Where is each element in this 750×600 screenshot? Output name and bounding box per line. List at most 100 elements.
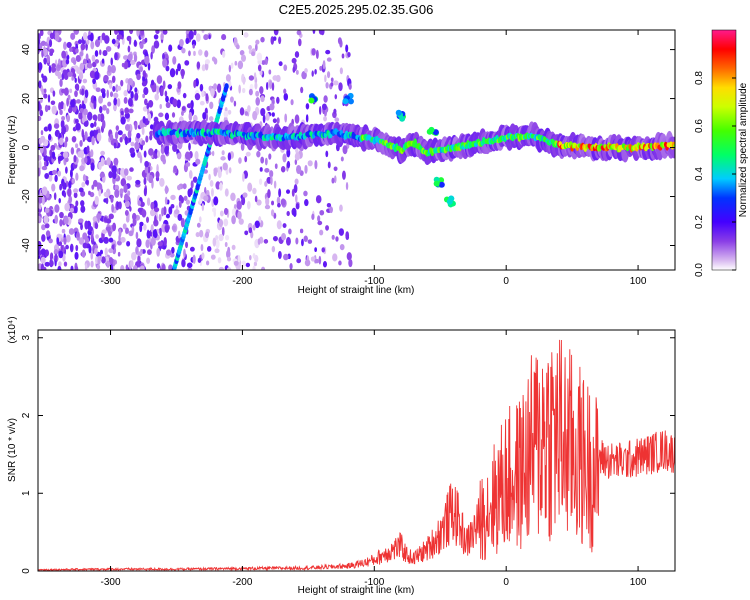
noise-blob xyxy=(218,233,224,242)
noise-blob xyxy=(76,231,80,238)
noise-blob xyxy=(185,37,190,45)
noise-blob xyxy=(74,251,79,260)
noise-blob xyxy=(181,47,186,54)
noise-blob xyxy=(43,57,47,65)
noise-blob xyxy=(213,57,218,65)
noise-blob xyxy=(318,255,322,265)
spectrogram-y-tick-label: 40 xyxy=(21,44,32,56)
noise-blob xyxy=(69,88,73,94)
noise-blob xyxy=(177,213,183,221)
noise-blob xyxy=(163,206,167,216)
noise-blob xyxy=(164,145,169,155)
noise-blob xyxy=(317,215,321,222)
noise-blob xyxy=(224,188,229,197)
noise-blob xyxy=(234,60,238,66)
noise-blob xyxy=(339,204,343,212)
noise-blob xyxy=(50,65,56,73)
noise-blob xyxy=(204,231,210,239)
noise-blob xyxy=(155,30,160,35)
noise-blob xyxy=(228,80,232,88)
spectrogram-y-tick-label: -40 xyxy=(21,238,32,253)
isolated-blob xyxy=(308,97,315,104)
noise-blob xyxy=(324,74,327,83)
noise-blob xyxy=(248,227,253,234)
noise-blob xyxy=(76,67,82,74)
noise-blob xyxy=(201,30,205,33)
noise-blob xyxy=(168,264,173,270)
noise-blob xyxy=(74,265,79,270)
noise-blob xyxy=(270,176,273,186)
noise-blob xyxy=(127,97,133,107)
noise-blob xyxy=(255,39,260,45)
noise-blob xyxy=(227,109,232,115)
noise-blob xyxy=(225,74,231,82)
noise-blob xyxy=(202,112,207,120)
noise-blob xyxy=(254,220,260,229)
noise-blob xyxy=(223,218,229,227)
noise-blob xyxy=(172,98,178,108)
noise-blob xyxy=(189,246,195,252)
noise-blob xyxy=(139,66,144,73)
noise-blob xyxy=(82,174,86,182)
noise-blob xyxy=(314,159,318,170)
noise-blob xyxy=(258,178,263,185)
noise-blob xyxy=(269,80,273,90)
noise-blob xyxy=(38,61,43,71)
noise-blob xyxy=(136,30,140,37)
noise-blob xyxy=(86,136,93,143)
noise-blob xyxy=(334,117,340,122)
noise-blob xyxy=(91,135,95,146)
noise-blob xyxy=(53,248,59,256)
noise-blob xyxy=(112,222,117,232)
noise-blob xyxy=(348,258,353,268)
noise-blob xyxy=(94,248,98,255)
noise-blob xyxy=(226,267,232,270)
noise-blob xyxy=(230,62,234,69)
noise-blob xyxy=(235,44,240,50)
noise-blob xyxy=(79,165,85,172)
noise-blob xyxy=(277,250,282,260)
noise-blob xyxy=(149,209,156,217)
noise-blob xyxy=(43,126,49,132)
noise-blob xyxy=(114,30,119,35)
noise-blob xyxy=(119,136,123,143)
noise-blob xyxy=(177,81,182,90)
noise-blob xyxy=(181,110,184,116)
noise-blob xyxy=(196,222,201,228)
noise-blob xyxy=(321,247,326,253)
noise-blob xyxy=(94,39,101,48)
noise-blob xyxy=(254,82,258,90)
noise-blob xyxy=(100,150,106,156)
noise-blob xyxy=(89,130,95,138)
noise-blob xyxy=(231,208,237,217)
noise-blob xyxy=(112,85,116,92)
noise-blob xyxy=(128,108,134,114)
noise-blob xyxy=(48,133,52,141)
noise-blob xyxy=(136,132,141,139)
spectrogram-marks xyxy=(38,30,675,270)
noise-blob xyxy=(144,98,148,106)
noise-blob xyxy=(184,151,191,160)
noise-blob xyxy=(82,31,88,41)
noise-blob xyxy=(238,218,244,225)
noise-blob xyxy=(219,182,223,191)
noise-blob xyxy=(273,30,279,36)
noise-blob xyxy=(237,210,242,220)
noise-blob xyxy=(41,165,48,171)
noise-blob xyxy=(61,50,67,59)
spectrogram-y-tick-label: 20 xyxy=(21,93,32,105)
noise-blob xyxy=(95,87,101,93)
noise-blob xyxy=(137,200,141,206)
noise-blob xyxy=(60,244,64,252)
noise-blob xyxy=(145,216,150,223)
noise-blob xyxy=(58,197,61,204)
noise-blob xyxy=(298,38,302,47)
noise-blob xyxy=(205,260,210,266)
noise-blob xyxy=(70,265,74,270)
noise-blob xyxy=(73,188,79,194)
noise-blob xyxy=(65,59,70,65)
noise-blob xyxy=(213,168,218,177)
noise-blob xyxy=(278,36,282,45)
noise-blob xyxy=(228,64,232,73)
snr-x-tick-label: -200 xyxy=(232,577,252,588)
